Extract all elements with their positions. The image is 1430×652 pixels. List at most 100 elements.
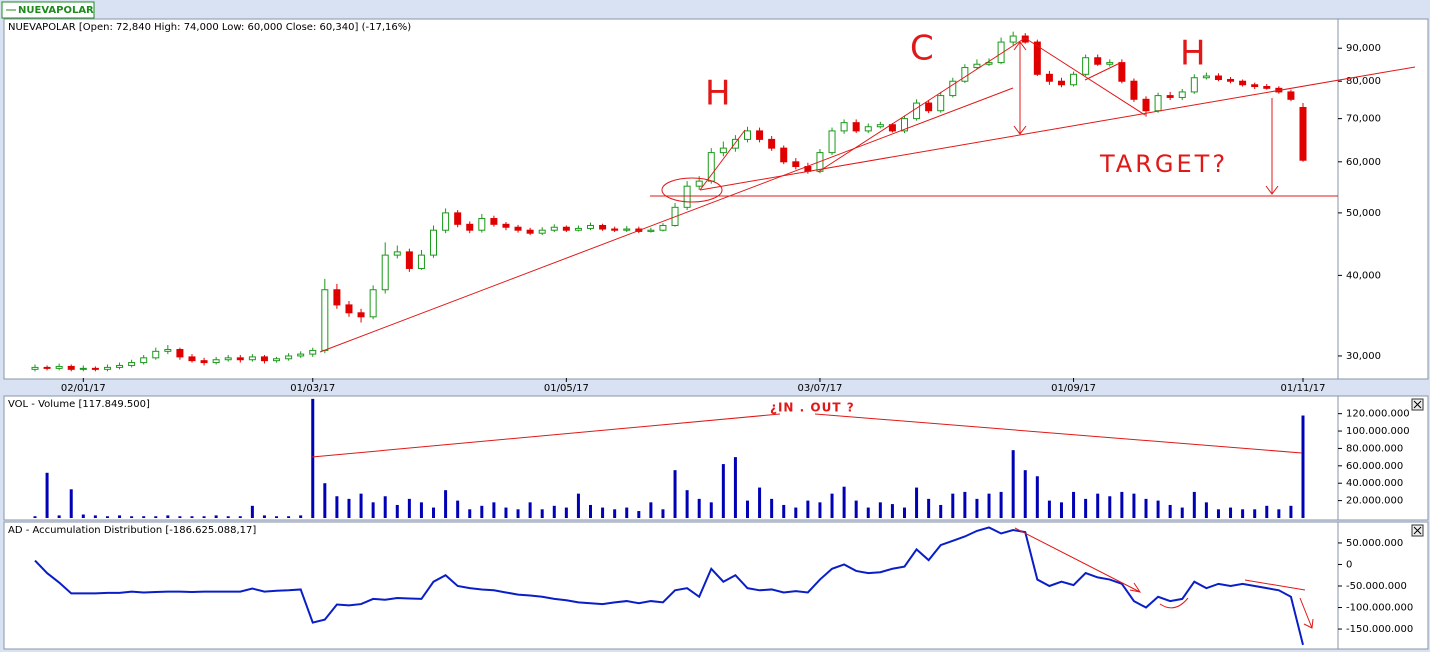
volume-bar [721,464,725,518]
measure-arrow [1013,41,1027,135]
y-tick-label: 90,000 [1346,43,1381,54]
candle-body [587,224,595,229]
y-tick-label: 30,000 [1346,351,1381,362]
candle-body [514,226,522,231]
candle-body [659,224,667,231]
y-tick-label: 70,000 [1346,114,1381,125]
x-tick-label: 01/09/17 [1051,383,1096,394]
candle-body [1021,35,1029,43]
candle-body [1094,57,1102,65]
volume-bar [697,498,701,518]
candle-body [478,218,486,231]
candle-body [381,254,389,291]
volume-bar [456,500,460,518]
candle-body [683,185,691,208]
candle-body [417,254,425,269]
volume-bar [661,509,665,518]
candle-body [1287,91,1295,100]
volume-bar [1204,502,1208,518]
volume-bar [275,516,279,518]
candle-body [357,312,365,318]
ad-arrow [1244,579,1314,629]
candle-body [176,348,184,358]
volume-bar [166,515,170,518]
volume-bar [589,504,593,518]
volume-bar [142,516,146,518]
candle-body [900,118,908,132]
volume-bar [842,486,846,518]
volume-bar [407,498,411,518]
panel-title: AD - Accumulation Distribution [-186.625… [8,525,256,536]
trend-line [319,87,1014,353]
volume-bar [794,507,798,518]
candle-body [743,130,751,140]
candle-body [925,102,933,112]
volume-bar [395,504,399,518]
y-tick-label: -50.000.000 [1346,581,1407,592]
volume-bar [190,516,194,518]
tab-label[interactable]: NUEVAPOLAR [18,5,94,16]
volume-bar [81,514,85,518]
volume-bar [528,502,532,518]
volume-bar [745,500,749,518]
volume-bar [915,487,919,518]
volume-bar [1168,504,1172,518]
volume-bar [1265,505,1269,518]
volume-bar [130,516,134,518]
volume-bar [311,398,315,518]
candle-body [31,366,39,370]
candle-body [840,122,848,132]
candle-body [574,227,582,231]
close-button[interactable] [1411,524,1424,537]
price-panel [3,18,1429,380]
volume-bar [770,498,774,518]
candle-body [1239,80,1247,86]
candle-body [1227,78,1235,82]
candle-body [430,229,438,256]
candle-body [1142,98,1150,112]
candle-body [248,356,256,361]
candle-body [442,212,450,231]
candle-body [502,223,510,228]
volume-bar [601,507,605,518]
y-tick-label: 50,000 [1346,208,1381,219]
candle-body [224,357,232,361]
volume-bar [902,507,906,518]
volume-bar [1035,476,1039,518]
candle-body [611,228,619,231]
volume-bar [625,507,629,518]
volume-bar [637,511,641,518]
volume-bar [975,498,979,518]
ad-arrow [1014,527,1142,593]
volume-bar [1096,493,1100,518]
y-tick-label: 80,000 [1346,76,1381,87]
y-tick-label: 120.000.000 [1346,409,1410,420]
volume-bar [963,491,967,518]
y-tick-label: 50.000.000 [1346,538,1403,549]
volume-bar [1047,500,1051,518]
volume-bar [1072,491,1076,518]
volume-bar [323,483,327,518]
candle-body [937,95,945,112]
y-tick-label: 60,000 [1346,157,1381,168]
candle-body [67,365,75,370]
candle-body [949,80,957,97]
candle-body [55,365,63,369]
candle-body [1299,106,1307,161]
ad-curve [1159,597,1189,609]
annotation: H [705,74,734,114]
candle-body [188,356,196,362]
symbol-tab[interactable] [1,1,95,19]
candle-body [43,366,51,369]
candle-body [526,229,534,234]
pattern-line [1084,61,1123,81]
candle-body [212,359,220,364]
candle-body [1154,95,1162,112]
close-button[interactable] [1411,398,1424,411]
panel-title: VOL - Volume [117.849.500] [8,399,150,410]
volume-bar [818,502,822,518]
candle-body [1033,41,1041,75]
candle-body [309,349,317,355]
volume-bar [516,509,520,518]
